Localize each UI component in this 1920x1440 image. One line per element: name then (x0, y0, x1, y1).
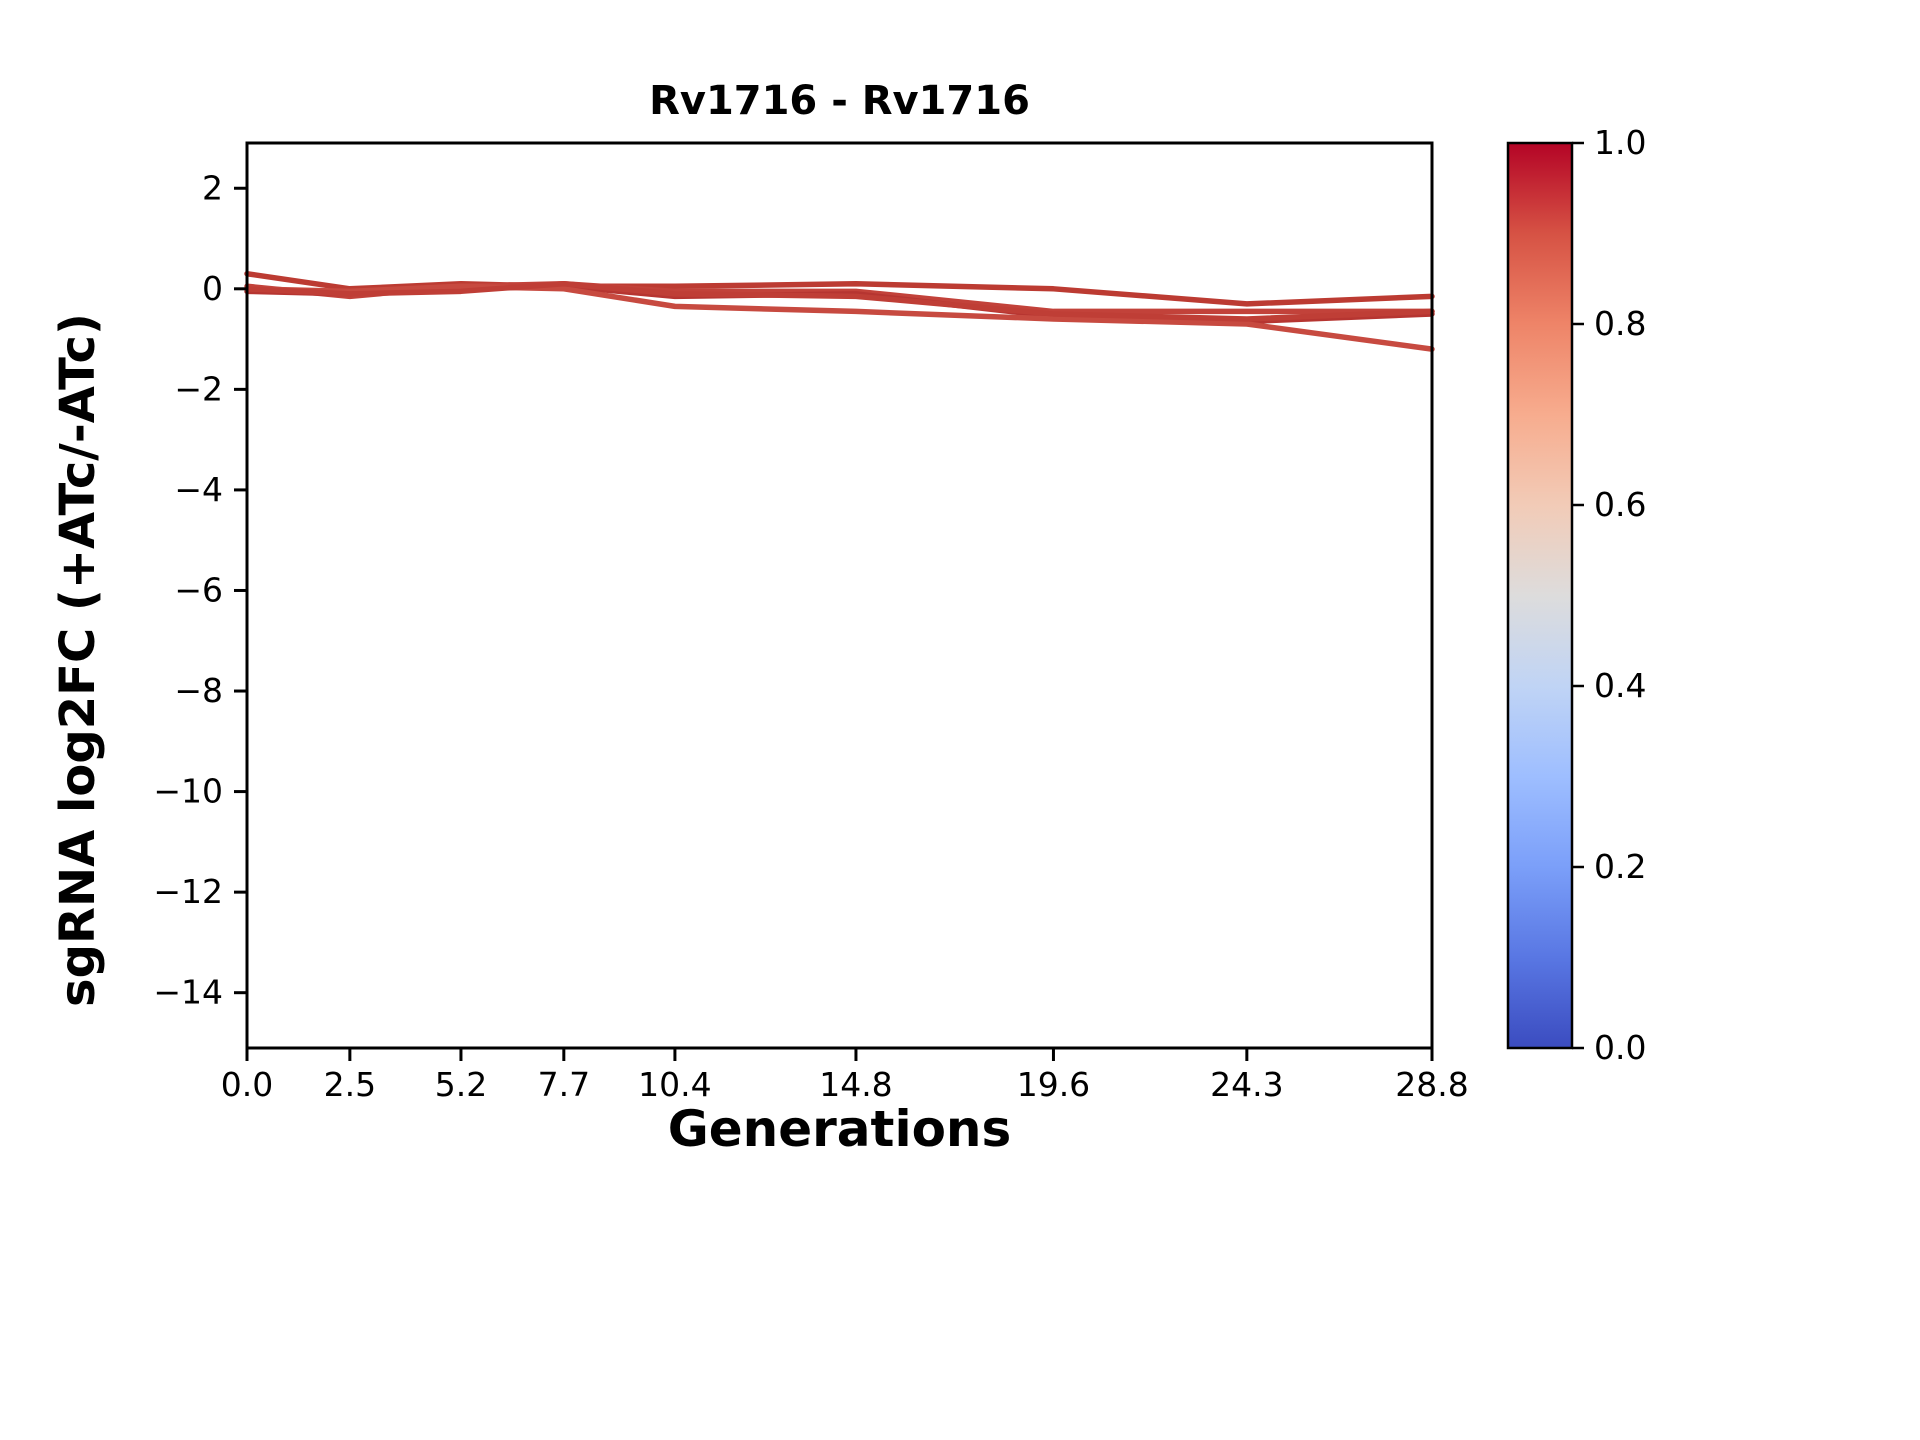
colorbar-outline (1506, 141, 1574, 1050)
chart-title: Rv1716 - Rv1716 (649, 78, 1030, 124)
y-tick-label: −14 (153, 973, 223, 1012)
x-axis-label: Generations (667, 1100, 1012, 1158)
x-tick-label: 7.7 (538, 1065, 590, 1104)
colorbar-tick-label: 0.6 (1594, 485, 1646, 524)
axes-spines (245, 141, 1434, 1050)
colorbar-tick-label: 0.2 (1594, 847, 1646, 886)
x-tick-label: 10.4 (638, 1065, 711, 1104)
x-tick-label: 0.0 (221, 1065, 273, 1104)
y-tick-label: 0 (202, 269, 223, 308)
x-tick-label: 28.8 (1395, 1065, 1468, 1104)
y-tick-label: −2 (174, 369, 223, 408)
colorbar-tick-label: 0.4 (1594, 666, 1646, 705)
y-tick-label: 2 (202, 168, 223, 207)
y-tick-label: −10 (153, 772, 223, 811)
y-tick-label: −4 (174, 470, 223, 509)
x-tick-label: 5.2 (435, 1065, 487, 1104)
x-tick-label: 14.8 (819, 1065, 892, 1104)
y-tick-label: −6 (174, 570, 223, 609)
y-tick-label: −8 (174, 671, 223, 710)
colorbar-tick-label: 0.8 (1594, 304, 1646, 343)
colorbar-tick-label: 0.0 (1594, 1028, 1646, 1067)
series-line-4 (244, 283, 1435, 352)
series-line-5 (244, 281, 1435, 322)
x-tick-label: 19.6 (1017, 1065, 1090, 1104)
y-tick-label: −12 (153, 872, 223, 911)
colorbar-tick-label: 1.0 (1594, 123, 1646, 162)
colorbar-gradient (1508, 143, 1572, 1048)
x-tick-label: 24.3 (1210, 1065, 1283, 1104)
x-tick-label: 2.5 (324, 1065, 376, 1104)
